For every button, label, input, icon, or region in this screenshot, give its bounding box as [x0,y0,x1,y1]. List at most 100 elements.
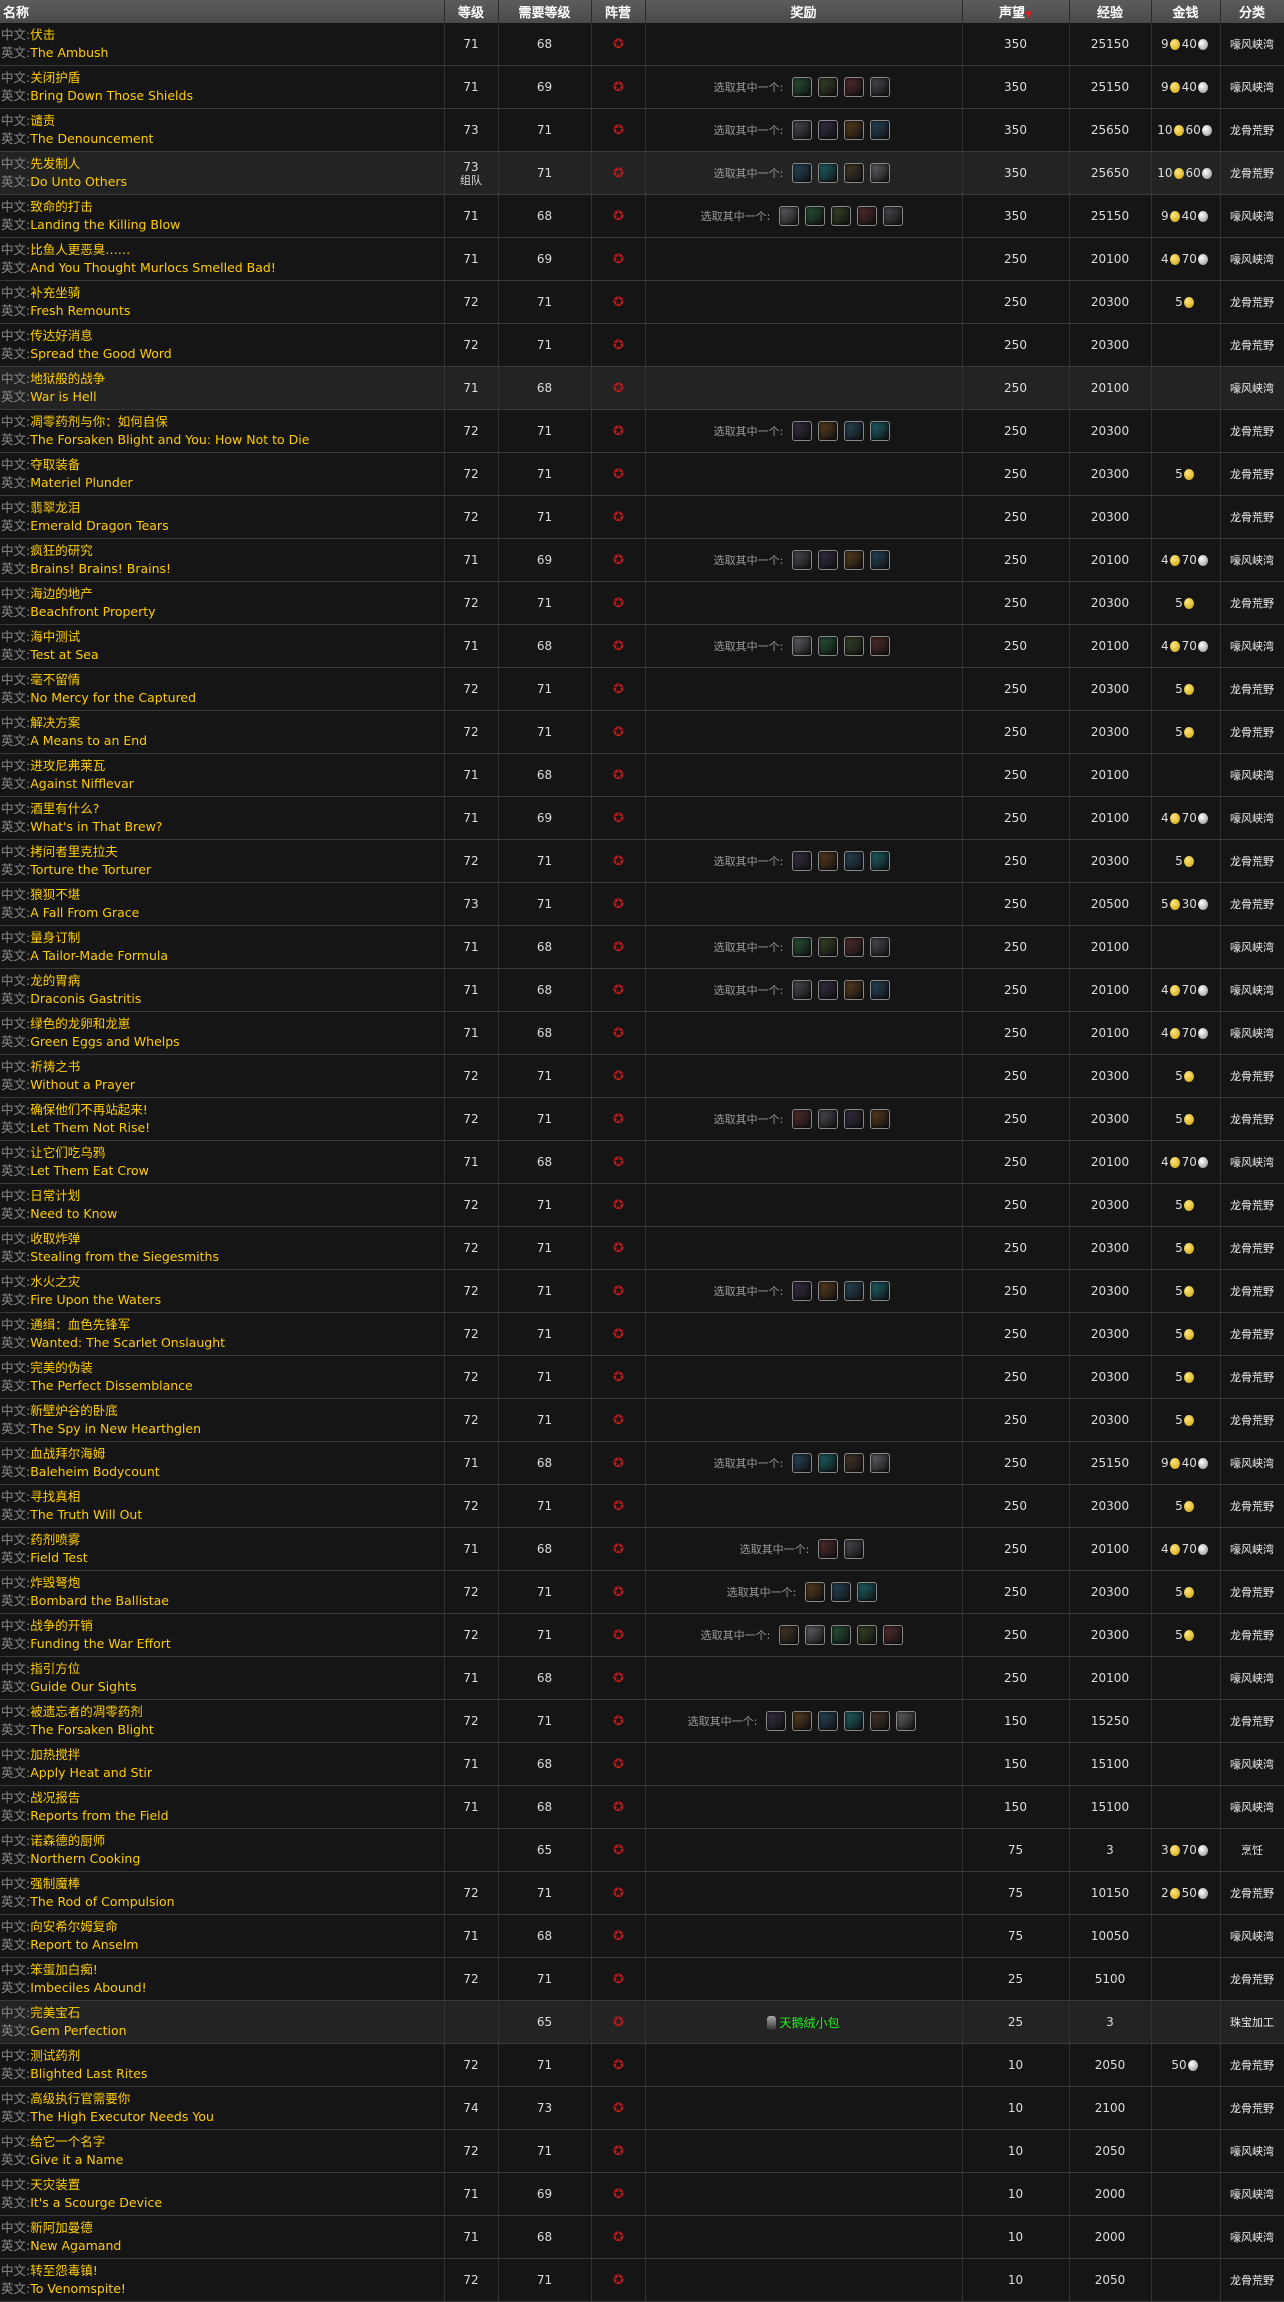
reward-item-icon[interactable] [844,980,865,1000]
reward-item-icon[interactable] [818,937,839,957]
quest-name-cn[interactable]: 血战拜尔海姆 [30,1446,106,1461]
quest-name-cn[interactable]: 日常计划 [30,1188,81,1203]
quest-name-en[interactable]: Against Nifflevar [30,776,134,791]
reward-item-icon[interactable] [818,980,839,1000]
reward-item-icon[interactable] [870,1281,891,1301]
quest-name-cn[interactable]: 狼狈不堪 [30,887,81,902]
quest-name-cn[interactable]: 伏击 [30,27,56,42]
reward-item-icon[interactable] [792,421,813,441]
reward-item-icon[interactable] [818,1109,839,1129]
reward-item-icon[interactable] [844,421,865,441]
quest-name-cn[interactable]: 比鱼人更恶臭…… [30,242,131,257]
quest-name-en[interactable]: Imbeciles Abound! [30,1980,147,1995]
reward-item-icon[interactable] [844,1453,865,1473]
quest-name-en[interactable]: It's a Scourge Device [30,2195,163,2210]
quest-name-en[interactable]: Emerald Dragon Tears [30,518,169,533]
quest-name-cn[interactable]: 翡翠龙泪 [30,500,81,515]
quest-name-cn[interactable]: 诺森德的厨师 [30,1833,106,1848]
quest-name-en[interactable]: Need to Know [30,1206,118,1221]
quest-name-en[interactable]: A Fall From Grace [30,905,140,920]
reward-item-icon[interactable] [818,1453,839,1473]
category[interactable]: 嚎风峡湾 [1220,925,1284,969]
reward-item-icon[interactable] [792,1711,813,1731]
quest-name-en[interactable]: The Ambush [30,45,109,60]
reward-item-icon[interactable] [818,1711,839,1731]
category[interactable]: 龙骨荒野 [1220,1269,1284,1313]
category[interactable]: 龙骨荒野 [1220,1871,1284,1915]
reward-item-icon[interactable] [870,77,891,97]
reward-item-link[interactable]: 天鹅绒小包 [779,2015,840,2030]
quest-name-cn[interactable]: 药剂喷雾 [30,1532,81,1547]
reward-item-icon[interactable] [818,1539,839,1559]
category[interactable]: 龙骨荒野 [1220,581,1284,625]
category[interactable]: 嚎风峡湾 [1220,1742,1284,1786]
category[interactable]: 烹饪 [1220,1828,1284,1872]
category[interactable]: 龙骨荒野 [1220,882,1284,926]
reward-item-icon[interactable] [844,1711,865,1731]
col-faction[interactable]: 阵营 [591,0,646,23]
reward-item-icon[interactable] [844,1281,865,1301]
reward-item-icon[interactable] [831,1582,852,1602]
reward-item-icon[interactable] [766,1711,787,1731]
quest-name-cn[interactable]: 新壁炉谷的卧底 [30,1403,118,1418]
reward-item-icon[interactable] [844,550,865,570]
reward-item-icon[interactable] [805,206,826,226]
reward-item-icon[interactable] [792,980,813,1000]
quest-name-cn[interactable]: 疯狂的研究 [30,543,93,558]
category[interactable]: 龙骨荒野 [1220,1183,1284,1227]
category[interactable]: 嚎风峡湾 [1220,65,1284,109]
col-name[interactable]: 名称 [0,0,445,23]
category[interactable]: 嚎风峡湾 [1220,796,1284,840]
reward-item-icon[interactable] [792,1453,813,1473]
reward-item-icon[interactable] [818,77,839,97]
quest-name-cn[interactable]: 谴责 [30,113,56,128]
category[interactable]: 龙骨荒野 [1220,323,1284,367]
quest-name-cn[interactable]: 指引方位 [30,1661,81,1676]
quest-name-en[interactable]: Reports from the Field [30,1808,169,1823]
reward-item-icon[interactable] [857,1582,878,1602]
quest-name-en[interactable]: Gem Perfection [30,2023,127,2038]
category[interactable]: 嚎风峡湾 [1220,538,1284,582]
quest-name-en[interactable]: Funding the War Effort [30,1636,171,1651]
reward-item-icon[interactable] [870,163,891,183]
quest-name-cn[interactable]: 先发制人 [30,156,81,171]
reward-item-icon[interactable] [779,1625,800,1645]
reward-item-icon[interactable] [844,851,865,871]
quest-name-cn[interactable]: 完美宝石 [30,2005,81,2020]
reward-item-icon[interactable] [844,77,865,97]
quest-name-cn[interactable]: 解决方案 [30,715,81,730]
category[interactable]: 龙骨荒野 [1220,1699,1284,1743]
quest-name-en[interactable]: War is Hell [30,389,97,404]
quest-name-cn[interactable]: 确保他们不再站起来! [30,1102,148,1117]
quest-name-en[interactable]: Let Them Not Rise! [30,1120,151,1135]
col-category[interactable]: 分类 [1220,0,1284,23]
category[interactable]: 龙骨荒野 [1220,2043,1284,2087]
reward-item-icon[interactable] [779,206,800,226]
quest-name-en[interactable]: Fresh Remounts [30,303,131,318]
quest-name-en[interactable]: Brains! Brains! Brains! [30,561,172,576]
quest-name-en[interactable]: The Denouncement [30,131,154,146]
quest-name-en[interactable]: Stealing from the Siegesmiths [30,1249,219,1264]
category[interactable]: 龙骨荒野 [1220,280,1284,324]
reward-item-icon[interactable] [792,120,813,140]
quest-name-en[interactable]: What's in That Brew? [30,819,163,834]
quest-name-cn[interactable]: 完美的伪装 [30,1360,93,1375]
col-level[interactable]: 等级 [444,0,499,23]
quest-name-en[interactable]: Apply Heat and Stir [30,1765,153,1780]
reward-item-icon[interactable] [883,206,904,226]
category[interactable]: 嚎风峡湾 [1220,1785,1284,1829]
quest-name-cn[interactable]: 收取炸弹 [30,1231,81,1246]
reward-item-icon[interactable] [831,1625,852,1645]
category[interactable]: 龙骨荒野 [1220,667,1284,711]
quest-name-en[interactable]: Fire Upon the Waters [30,1292,162,1307]
quest-name-en[interactable]: Wanted: The Scarlet Onslaught [30,1335,226,1350]
quest-name-cn[interactable]: 海中测试 [30,629,81,644]
reward-item-icon[interactable] [870,980,891,1000]
reward-item-icon[interactable] [792,163,813,183]
quest-name-cn[interactable]: 强制魔棒 [30,1876,81,1891]
quest-name-en[interactable]: Without a Prayer [30,1077,136,1092]
reward-item-icon[interactable] [870,1453,891,1473]
reward-item-icon[interactable] [792,1109,813,1129]
quest-name-cn[interactable]: 海边的地产 [30,586,93,601]
category[interactable]: 龙骨荒野 [1220,2086,1284,2130]
